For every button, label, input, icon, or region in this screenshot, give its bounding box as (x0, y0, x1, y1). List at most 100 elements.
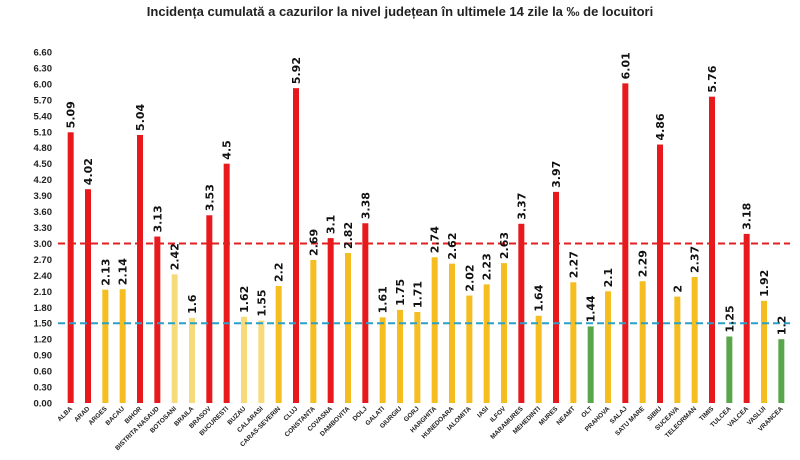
data-label: 1.92 (758, 270, 771, 297)
bar (778, 339, 785, 403)
data-label: 2.14 (117, 258, 130, 285)
chart-title: Incidența cumulată a cazurilor la nivel … (146, 4, 654, 19)
data-label: 5.09 (65, 101, 78, 128)
data-label: 1.71 (411, 281, 424, 308)
bar (570, 282, 577, 403)
bar (345, 253, 351, 403)
y-tick-label: 1.20 (34, 335, 53, 346)
data-label: 2.74 (429, 226, 442, 253)
data-label: 1.64 (533, 284, 546, 311)
x-tick-label: ALBA (56, 405, 74, 423)
y-tick-label: 6.30 (34, 63, 53, 74)
bar (518, 223, 525, 403)
bar (310, 259, 317, 403)
data-label: 1.61 (377, 286, 390, 313)
y-tick-label: 1.80 (34, 303, 53, 314)
bar (501, 263, 507, 403)
y-tick-label: 0.60 (34, 367, 53, 378)
data-label: 1.55 (255, 289, 268, 316)
bar (466, 295, 473, 403)
data-label: 3.13 (151, 205, 164, 232)
y-tick-label: 0.90 (34, 351, 53, 362)
bar (102, 289, 109, 403)
bar (189, 317, 195, 403)
data-label: 2.23 (481, 253, 494, 280)
bar (587, 326, 594, 403)
data-label: 4.5 (221, 140, 234, 160)
y-tick-label: 2.10 (34, 287, 53, 298)
data-label: 3.97 (550, 161, 563, 188)
data-label: 4.02 (82, 158, 95, 185)
bar (293, 88, 299, 403)
y-tick-label: 4.80 (34, 143, 53, 154)
data-label: 1.25 (723, 305, 736, 332)
bar (709, 96, 715, 403)
bar (761, 300, 767, 403)
y-tick-label: 0.00 (34, 399, 53, 410)
bar (223, 163, 230, 403)
bar (119, 289, 126, 403)
reference-lines (58, 242, 790, 325)
bar (327, 238, 334, 403)
y-tick-label: 3.60 (34, 207, 53, 218)
bar (483, 284, 490, 403)
y-tick-label: 4.20 (34, 175, 53, 186)
bar (397, 309, 403, 403)
bar (726, 336, 733, 403)
bar (206, 215, 213, 403)
bar (657, 144, 663, 403)
y-tick-label: 2.40 (34, 271, 53, 282)
bar (674, 296, 681, 403)
y-tick-label: 0.30 (34, 383, 53, 394)
bar (275, 286, 282, 403)
x-tick-label: NEAMT (555, 405, 576, 426)
data-label: 2.2 (273, 263, 286, 283)
bar (379, 317, 386, 403)
data-label: 2.63 (498, 232, 511, 259)
bar (241, 316, 247, 403)
bar (639, 281, 646, 403)
y-tick-label: 3.90 (34, 191, 53, 202)
data-labels: 5.09 4.02 2.13 2.14 5.04 3.13 2.42 1.6 3.53 4.5 1.… (65, 52, 789, 335)
y-tick-label: 5.40 (34, 111, 53, 122)
data-label: 2.37 (689, 246, 702, 273)
data-label: 1.62 (238, 286, 251, 313)
bar (85, 189, 91, 403)
data-label: 4.86 (654, 113, 667, 140)
data-label: 3.18 (741, 203, 754, 230)
x-tick-label: OLT (580, 405, 594, 419)
bar (449, 263, 455, 403)
y-tick-label: 6.00 (34, 79, 53, 90)
data-label: 2 (671, 285, 684, 293)
y-tick-label: 2.70 (34, 255, 53, 266)
bar (605, 291, 611, 403)
bar (535, 315, 542, 403)
y-tick-label: 5.70 (34, 95, 53, 106)
y-tick-label: 3.30 (34, 223, 53, 234)
bar (553, 191, 559, 403)
data-label: 1.44 (585, 295, 598, 322)
data-label: 2.82 (342, 222, 355, 249)
bar (67, 132, 74, 403)
bar (137, 134, 143, 404)
data-label: 2.13 (99, 259, 112, 286)
bar (258, 320, 265, 403)
bar (431, 257, 438, 403)
x-tick-label: IASI (476, 405, 490, 419)
data-label: 5.04 (134, 103, 147, 130)
data-label: 3.38 (359, 192, 372, 219)
bar (414, 312, 421, 403)
data-label: 2.27 (567, 251, 580, 278)
data-label: 1.2 (775, 316, 788, 336)
data-label: 5.92 (290, 57, 303, 84)
data-label: 2.02 (463, 264, 476, 291)
data-label: 5.76 (706, 65, 719, 92)
bar (171, 274, 178, 403)
data-label: 2.29 (637, 250, 650, 277)
x-tick-label: BACAU (105, 405, 127, 427)
data-label: 1.6 (186, 294, 199, 314)
data-label: 1.75 (394, 279, 407, 306)
y-tick-label: 4.50 (34, 159, 53, 170)
